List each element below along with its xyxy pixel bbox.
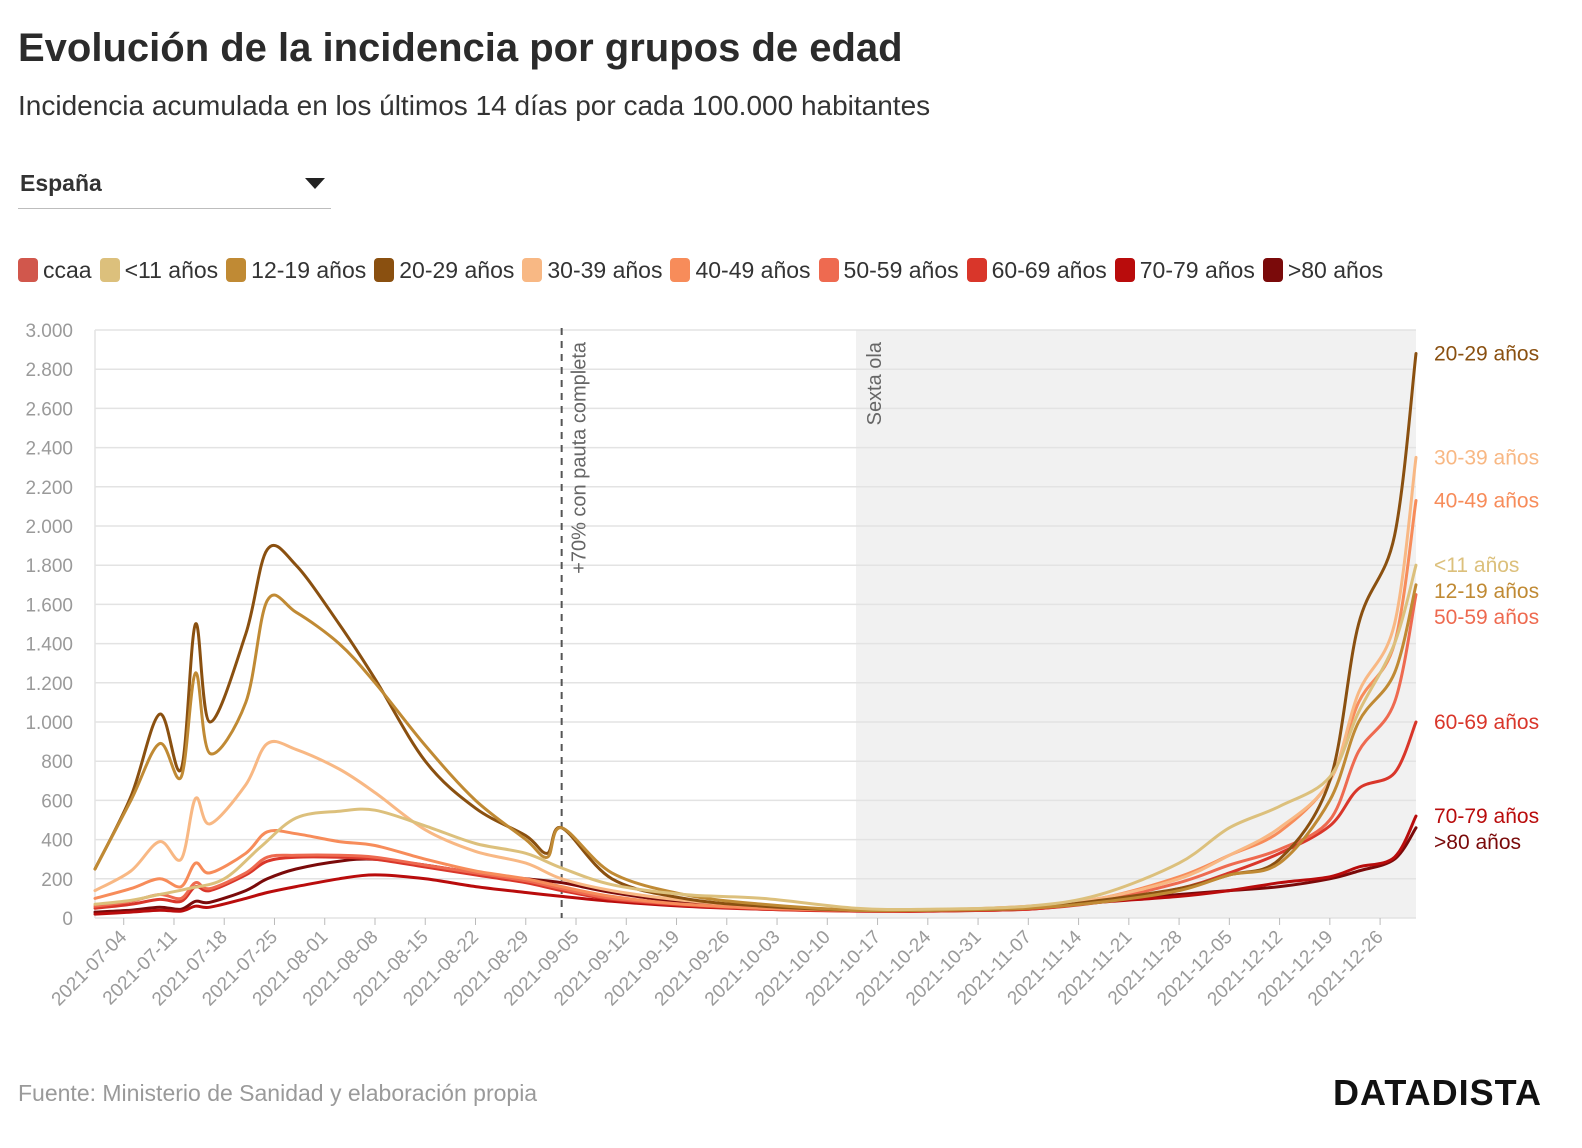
series-line (93, 814, 1418, 916)
legend-item[interactable]: 70-79 años (1114, 256, 1255, 284)
series-end-label: >80 años (1434, 831, 1521, 854)
series-end-label: 50-59 años (1434, 606, 1539, 629)
legend-item[interactable]: ccaa (18, 257, 92, 284)
chart-title: Evolución de la incidencia por grupos de… (18, 26, 903, 70)
legend-swatch (818, 258, 839, 282)
legend-swatch (374, 258, 395, 282)
legend-item[interactable]: 12-19 años (226, 257, 366, 284)
legend-item[interactable]: 40-49 años (670, 256, 811, 284)
y-tick-label: 2.600 (25, 399, 73, 420)
series-end-label: 70-79 años (1434, 805, 1539, 828)
y-tick-label: 2.000 (25, 517, 73, 538)
legend-item[interactable]: >80 años (1262, 256, 1384, 284)
legend-item[interactable]: 60-69 años (966, 256, 1107, 284)
legend-swatch (670, 258, 691, 282)
series-end-label: 30-39 años (1434, 446, 1539, 469)
series-line (93, 583, 1418, 913)
series-end-label: <11 años (1434, 554, 1519, 577)
series-end-label: 12-19 años (1434, 580, 1539, 603)
legend-label: 60-69 años (991, 256, 1107, 283)
legend-item[interactable]: 50-59 años (818, 256, 959, 284)
y-tick-label: 2.800 (25, 360, 73, 381)
legend-swatch (1114, 258, 1135, 282)
brand-logo: DATADISTA (1333, 1072, 1542, 1113)
y-tick-label: 800 (41, 752, 73, 773)
legend-label: 70-79 años (1139, 256, 1255, 283)
legend-item[interactable]: 30-39 años (522, 257, 662, 284)
legend-swatch (99, 258, 120, 282)
source-note: Fuente: Ministerio de Sanidad y elaborac… (18, 1080, 538, 1106)
y-tick-label: 1.000 (25, 713, 73, 734)
legend-label: 50-59 años (843, 256, 959, 283)
y-tick-label: 2.400 (25, 439, 73, 460)
legend-label: >80 años (1287, 256, 1384, 283)
series-end-label: 40-49 años (1434, 490, 1539, 513)
series-line (93, 499, 1418, 913)
legend-swatch (966, 258, 987, 282)
chart-subtitle: Incidencia acumulada en los últimos 14 d… (18, 90, 931, 121)
series-end-label: 60-69 años (1434, 711, 1539, 734)
legend-label: 20-29 años (399, 256, 515, 283)
region-dropdown[interactable]: España (18, 164, 331, 209)
caret-down-icon (305, 178, 325, 189)
series-line (93, 455, 1418, 913)
y-tick-label: 3.000 (25, 321, 73, 342)
sexta-ola-label: Sexta ola (864, 341, 886, 425)
legend: ccaa <11 años 12-19 años 20-29 años 30-39 añ… (18, 252, 1391, 288)
legend-swatch (1262, 258, 1283, 282)
y-tick-label: 0 (62, 909, 73, 930)
y-tick-label: 1.600 (25, 595, 73, 616)
y-tick-label: 600 (41, 791, 73, 812)
legend-swatch (226, 258, 247, 282)
region-dropdown-value: España (20, 170, 102, 196)
legend-label: 12-19 años (251, 256, 367, 283)
y-tick-label: 2.200 (25, 478, 73, 499)
y-tick-label: 1.200 (25, 674, 73, 695)
legend-item[interactable]: <11 años (99, 256, 219, 284)
sexta-ola-shade (856, 330, 1416, 918)
series-end-label: 20-29 años (1434, 343, 1539, 366)
line-chart: 0 200 400 600 800 1.000 1.200 1.400 1.600 1.800 2.… (25, 321, 1539, 1010)
series-line (93, 563, 1418, 911)
y-tick-label: 400 (41, 831, 73, 852)
series-line (93, 593, 1418, 912)
y-tick-label: 1.400 (25, 635, 73, 656)
legend-label: ccaa (43, 256, 92, 283)
vaccination-label: +70% con pauta completa (569, 341, 591, 574)
legend-label: 40-49 años (695, 256, 811, 283)
legend-label: 30-39 años (547, 256, 663, 283)
y-tick-label: 1.800 (25, 556, 73, 577)
y-tick-label: 200 (41, 870, 73, 891)
legend-swatch (522, 258, 543, 282)
legend-label: <11 años (124, 256, 219, 283)
legend-swatch (18, 258, 38, 282)
legend-item[interactable]: 20-29 años (374, 257, 514, 284)
